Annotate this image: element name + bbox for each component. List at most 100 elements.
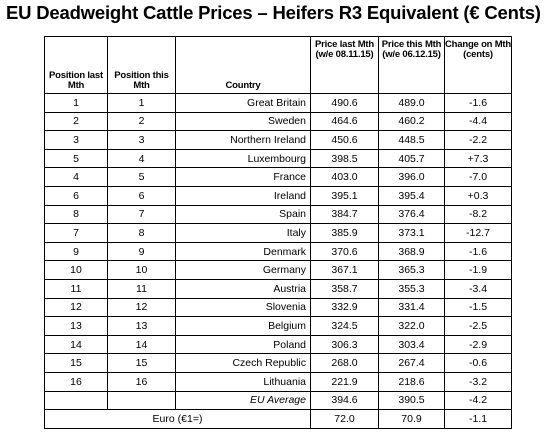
table-row: 2 2 Sweden 464.6 460.2 -4.4 (44, 111, 512, 132)
position-this-cell: 9 (107, 241, 176, 262)
country-cell: Sweden (175, 111, 311, 132)
price-last-cell: 385.9 (310, 223, 379, 243)
change-cell: -12.7 (444, 223, 512, 243)
table-row: 6 6 Ireland 395.1 395.4 +0.3 (44, 185, 512, 206)
change-cell: -4.4 (444, 111, 512, 132)
price-this-cell: 303.4 (378, 334, 445, 355)
table-row: 13 13 Belgium 324.5 322.0 -2.5 (44, 316, 512, 336)
position-this-cell: 13 (107, 316, 176, 336)
position-last-cell: 6 (44, 185, 108, 206)
position-last-cell: 14 (44, 334, 108, 355)
position-last-cell: 16 (44, 371, 108, 392)
country-cell: Czech Republic (175, 353, 311, 373)
position-this-cell: 6 (107, 185, 176, 206)
price-this-cell: 489.0 (378, 93, 445, 113)
header-price-last: Price last Mth (w/e 08.11.15) (310, 36, 379, 94)
price-this-cell: 355.3 (378, 278, 445, 299)
country-cell: Ireland (175, 185, 311, 206)
price-this-cell: 368.9 (378, 241, 445, 262)
country-cell: France (175, 167, 311, 187)
position-last-cell: 10 (44, 260, 108, 280)
price-last-cell: 367.1 (310, 260, 379, 280)
table-row: 11 11 Austria 358.7 355.3 -3.4 (44, 278, 512, 299)
position-last-cell: 11 (44, 278, 108, 299)
position-last-cell: 5 (44, 148, 108, 169)
eu-average-blank-2 (107, 390, 176, 411)
page-title: EU Deadweight Cattle Prices – Heifers R3… (6, 2, 541, 23)
price-this-cell: 331.4 (378, 297, 445, 318)
country-cell: Spain (175, 204, 311, 225)
cattle-price-table: Position last Mth Position this Mth Coun… (44, 36, 512, 429)
country-cell: Belgium (175, 316, 311, 336)
position-this-cell: 2 (107, 111, 176, 132)
eu-average-blank-1 (44, 390, 108, 411)
table-row: 5 4 Luxembourg 398.5 405.7 +7.3 (44, 148, 512, 169)
position-last-cell: 12 (44, 297, 108, 318)
euro-rate-change: -1.1 (444, 409, 512, 429)
eu-average-price-last: 394.6 (310, 390, 379, 411)
position-last-cell: 2 (44, 111, 108, 132)
change-cell: -3.4 (444, 278, 512, 299)
header-change: Change on Mth (cents) (444, 36, 512, 94)
price-this-cell: 396.0 (378, 167, 445, 187)
change-cell: -1.6 (444, 93, 512, 113)
price-last-cell: 358.7 (310, 278, 379, 299)
eu-average-change: -4.2 (444, 390, 512, 411)
price-this-cell: 373.1 (378, 223, 445, 243)
country-cell: Great Britain (175, 93, 311, 113)
price-this-cell: 322.0 (378, 316, 445, 336)
change-cell: -2.9 (444, 334, 512, 355)
change-cell: -8.2 (444, 204, 512, 225)
change-cell: +0.3 (444, 185, 512, 206)
position-last-cell: 15 (44, 353, 108, 373)
price-this-cell: 395.4 (378, 185, 445, 206)
table-row: 16 16 Lithuania 221.9 218.6 -3.2 (44, 371, 512, 392)
change-cell: +7.3 (444, 148, 512, 169)
country-cell: Denmark (175, 241, 311, 262)
price-last-cell: 384.7 (310, 204, 379, 225)
price-last-cell: 268.0 (310, 353, 379, 373)
country-cell: Northern Ireland (175, 130, 311, 150)
position-last-cell: 1 (44, 93, 108, 113)
price-last-cell: 370.6 (310, 241, 379, 262)
change-cell: -7.0 (444, 167, 512, 187)
price-last-cell: 403.0 (310, 167, 379, 187)
country-cell: Luxembourg (175, 148, 311, 169)
eu-average-label: EU Average (175, 390, 311, 411)
header-country: Country (175, 36, 311, 94)
change-cell: -1.6 (444, 241, 512, 262)
euro-rate-label: Euro (€1=) (44, 409, 311, 429)
position-this-cell: 1 (107, 93, 176, 113)
position-last-cell: 9 (44, 241, 108, 262)
price-last-cell: 221.9 (310, 371, 379, 392)
position-last-cell: 8 (44, 204, 108, 225)
table-row: 14 14 Poland 306.3 303.4 -2.9 (44, 334, 512, 355)
country-cell: Slovenia (175, 297, 311, 318)
price-this-cell: 376.4 (378, 204, 445, 225)
price-last-cell: 450.6 (310, 130, 379, 150)
position-last-cell: 7 (44, 223, 108, 243)
position-this-cell: 4 (107, 148, 176, 169)
country-cell: Lithuania (175, 371, 311, 392)
table-row: 12 12 Slovenia 332.9 331.4 -1.5 (44, 297, 512, 318)
price-last-cell: 398.5 (310, 148, 379, 169)
position-this-cell: 5 (107, 167, 176, 187)
position-this-cell: 8 (107, 223, 176, 243)
country-cell: Austria (175, 278, 311, 299)
table-row: 15 15 Czech Republic 268.0 267.4 -0.6 (44, 353, 512, 373)
country-cell: Italy (175, 223, 311, 243)
table-row: 9 9 Denmark 370.6 368.9 -1.6 (44, 241, 512, 262)
change-cell: -0.6 (444, 353, 512, 373)
price-last-cell: 490.6 (310, 93, 379, 113)
header-position-last: Position last Mth (44, 36, 108, 94)
header-position-this: Position this Mth (107, 36, 176, 94)
position-this-cell: 7 (107, 204, 176, 225)
header-price-this: Price this Mth (w/e 06.12.15) (378, 36, 445, 94)
country-cell: Germany (175, 260, 311, 280)
table-body: 1 1 Great Britain 490.6 489.0 -1.6 2 2 Sweden 464… (44, 93, 512, 392)
position-this-cell: 14 (107, 334, 176, 355)
position-this-cell: 11 (107, 278, 176, 299)
change-cell: -1.9 (444, 260, 512, 280)
position-last-cell: 13 (44, 316, 108, 336)
position-last-cell: 3 (44, 130, 108, 150)
